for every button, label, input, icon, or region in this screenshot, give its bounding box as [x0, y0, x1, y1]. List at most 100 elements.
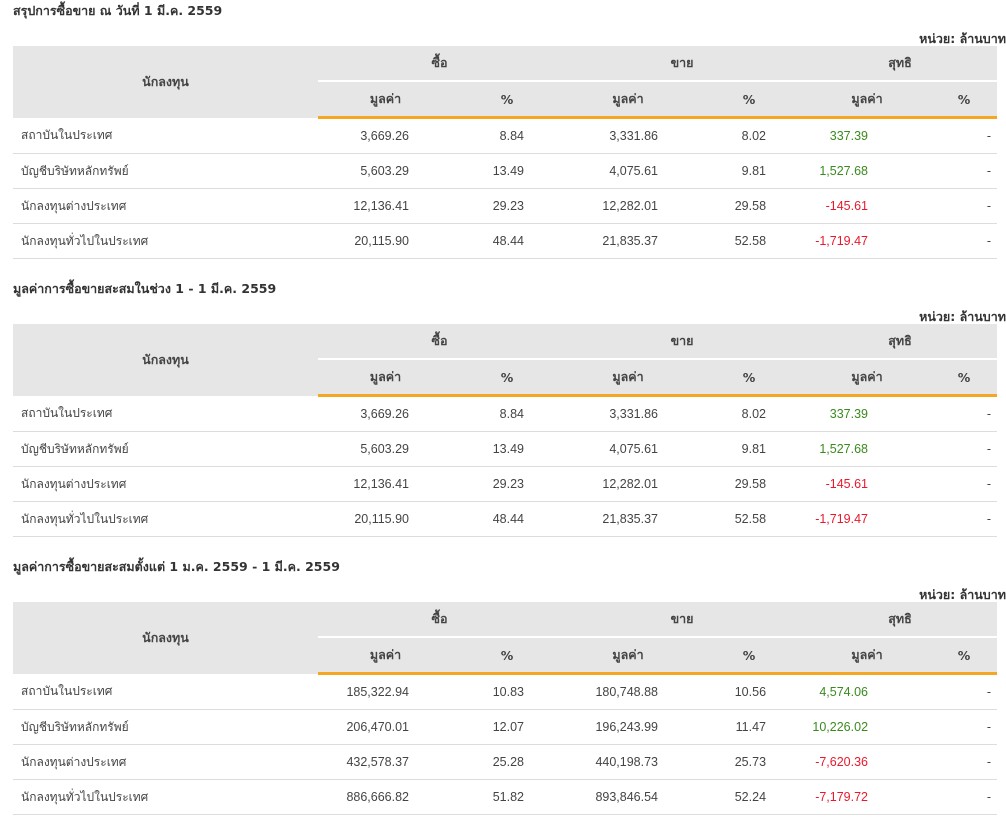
header-investor: นักลงทุน: [13, 602, 318, 674]
net-percent: -: [931, 223, 998, 259]
header-net-percent: %: [931, 637, 998, 675]
sell-percent: 52.24: [695, 779, 804, 815]
buy-percent: 8.84: [453, 395, 561, 432]
sell-percent: 9.81: [695, 153, 804, 189]
header-investor: นักลงทุน: [13, 46, 318, 118]
table-row: บัญชีบริษัทหลักทรัพย์ 5,603.29 13.49 4,075.…: [13, 431, 998, 467]
net-value: -145.61: [803, 466, 932, 502]
table-row: นักลงทุนต่างประเทศ 12,136.41 29.23 12,282.0…: [13, 466, 998, 502]
investor-name: นักลงทุนทั่วไปในประเทศ: [13, 501, 318, 537]
header-sell-percent: %: [695, 637, 804, 675]
header-buy-value: มูลค่า: [318, 637, 453, 675]
header-buy: ซื้อ: [318, 324, 561, 360]
buy-value: 20,115.90: [318, 501, 453, 537]
header-buy: ซื้อ: [318, 46, 561, 82]
table-row: สถาบันในประเทศ 3,669.26 8.84 3,331.86 8.02 33…: [13, 117, 998, 154]
buy-value: 5,603.29: [318, 153, 453, 189]
net-value: -1,719.47: [803, 501, 932, 537]
section-title: มูลค่าการซื้อขายสะสมตั้งแต่ 1 ม.ค. 2559 …: [13, 559, 340, 574]
net-value: 1,527.68: [803, 153, 932, 189]
buy-percent: 29.23: [453, 466, 561, 502]
header-net-percent: %: [931, 81, 998, 119]
buy-value: 20,115.90: [318, 223, 453, 259]
net-value: 1,527.68: [803, 431, 932, 467]
buy-value: 3,669.26: [318, 395, 453, 432]
table-body: สถาบันในประเทศ 3,669.26 8.84 3,331.86 8.02 33…: [13, 395, 998, 537]
buy-percent: 8.84: [453, 117, 561, 154]
sell-percent: 8.02: [695, 395, 804, 432]
table-body: สถาบันในประเทศ 3,669.26 8.84 3,331.86 8.02 33…: [13, 117, 998, 259]
trading-section: สรุปการซื้อขาย ณ วันที่ 1 มี.ค. 2559 หน่…: [13, 0, 1006, 259]
table-row: นักลงทุนต่างประเทศ 12,136.41 29.23 12,282.0…: [13, 188, 998, 224]
table-row: สถาบันในประเทศ 3,669.26 8.84 3,331.86 8.02 33…: [13, 395, 998, 432]
header-sell-value: มูลค่า: [561, 359, 695, 397]
table-row: นักลงทุนต่างประเทศ 432,578.37 25.28 440,198…: [13, 744, 998, 780]
investor-name: บัญชีบริษัทหลักทรัพย์: [13, 709, 318, 745]
sell-percent: 11.47: [695, 709, 804, 745]
trading-section: มูลค่าการซื้อขายสะสมตั้งแต่ 1 ม.ค. 2559 …: [13, 556, 1006, 815]
buy-value: 185,322.94: [318, 673, 453, 710]
sell-percent: 29.58: [695, 466, 804, 502]
buy-value: 12,136.41: [318, 188, 453, 224]
table-row: นักลงทุนทั่วไปในประเทศ 20,115.90 48.44 21,8…: [13, 501, 998, 537]
sell-value: 893,846.54: [561, 779, 695, 815]
header-sell-percent: %: [695, 81, 804, 119]
sell-value: 4,075.61: [561, 153, 695, 189]
sell-value: 3,331.86: [561, 395, 695, 432]
header-buy-percent: %: [453, 637, 561, 675]
table-row: นักลงทุนทั่วไปในประเทศ 20,115.90 48.44 21,8…: [13, 223, 998, 259]
unit-label: หน่วย: ล้านบาท: [919, 587, 1006, 602]
header-buy-value: มูลค่า: [318, 359, 453, 397]
net-value: 10,226.02: [803, 709, 932, 745]
net-percent: -: [931, 153, 998, 189]
buy-value: 3,669.26: [318, 117, 453, 154]
net-percent: -: [931, 709, 998, 745]
header-net-value: มูลค่า: [803, 359, 932, 397]
investor-name: สถาบันในประเทศ: [13, 673, 318, 710]
sell-percent: 29.58: [695, 188, 804, 224]
header-net: สุทธิ: [803, 602, 998, 638]
sell-value: 21,835.37: [561, 223, 695, 259]
buy-percent: 48.44: [453, 501, 561, 537]
buy-value: 206,470.01: [318, 709, 453, 745]
sell-percent: 25.73: [695, 744, 804, 780]
sell-percent: 10.56: [695, 673, 804, 710]
header-net-value: มูลค่า: [803, 81, 932, 119]
header-sell-value: มูลค่า: [561, 637, 695, 675]
investor-table: นักลงทุน ซื้อ ขาย สุทธิ มูลค่า % มูลค่า …: [13, 324, 998, 537]
buy-percent: 25.28: [453, 744, 561, 780]
buy-percent: 12.07: [453, 709, 561, 745]
header-buy-percent: %: [453, 359, 561, 397]
sell-percent: 8.02: [695, 117, 804, 154]
header-sell-percent: %: [695, 359, 804, 397]
sell-value: 440,198.73: [561, 744, 695, 780]
header-net-value: มูลค่า: [803, 637, 932, 675]
header-investor: นักลงทุน: [13, 324, 318, 396]
net-value: -7,620.36: [803, 744, 932, 780]
net-percent: -: [931, 395, 998, 432]
header-net: สุทธิ: [803, 324, 998, 360]
buy-value: 5,603.29: [318, 431, 453, 467]
buy-percent: 51.82: [453, 779, 561, 815]
net-value: -7,179.72: [803, 779, 932, 815]
net-percent: -: [931, 501, 998, 537]
header-buy-percent: %: [453, 81, 561, 119]
header-buy-value: มูลค่า: [318, 81, 453, 119]
sell-percent: 52.58: [695, 501, 804, 537]
net-percent: -: [931, 188, 998, 224]
investor-name: นักลงทุนต่างประเทศ: [13, 188, 318, 224]
net-percent: -: [931, 117, 998, 154]
buy-percent: 13.49: [453, 431, 561, 467]
header-buy: ซื้อ: [318, 602, 561, 638]
buy-percent: 29.23: [453, 188, 561, 224]
net-value: -145.61: [803, 188, 932, 224]
net-percent: -: [931, 673, 998, 710]
net-value: 337.39: [803, 117, 932, 154]
investor-table: นักลงทุน ซื้อ ขาย สุทธิ มูลค่า % มูลค่า …: [13, 602, 998, 815]
buy-value: 886,666.82: [318, 779, 453, 815]
section-title: มูลค่าการซื้อขายสะสมในช่วง 1 - 1 มี.ค. 2…: [13, 281, 277, 296]
net-percent: -: [931, 466, 998, 502]
buy-percent: 13.49: [453, 153, 561, 189]
net-percent: -: [931, 779, 998, 815]
net-value: 337.39: [803, 395, 932, 432]
